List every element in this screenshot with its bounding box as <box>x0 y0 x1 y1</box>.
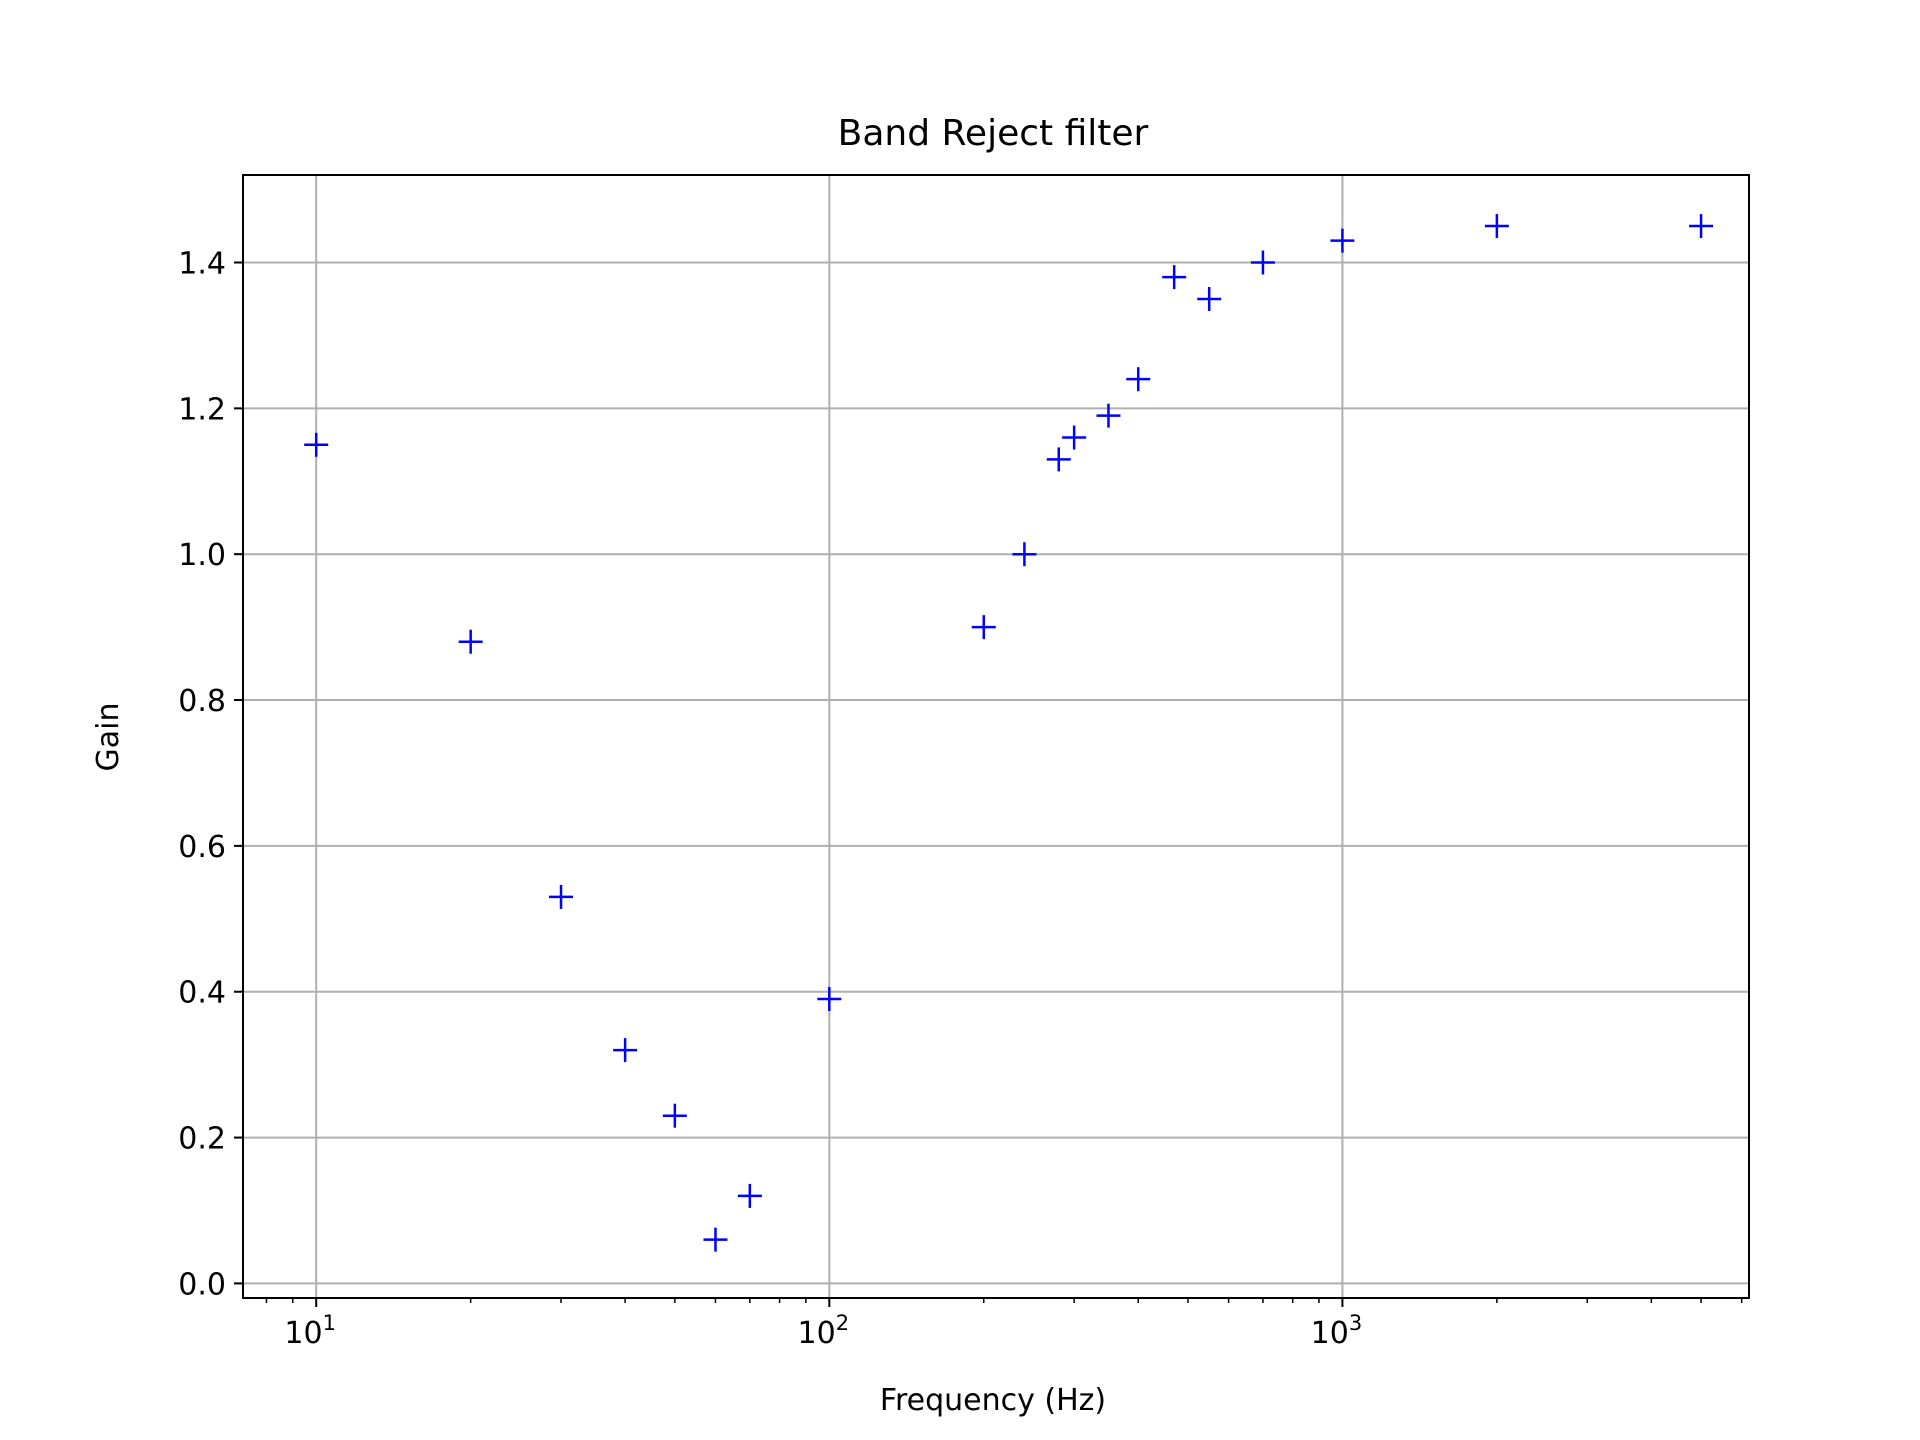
data-point <box>1330 228 1355 253</box>
y-tick-label: 0.2 <box>178 1122 226 1157</box>
data-point <box>549 884 574 909</box>
y-tick-label: 0.6 <box>178 830 226 865</box>
y-tick-label: 0.0 <box>178 1267 226 1302</box>
data-point <box>1162 265 1187 290</box>
data-point <box>971 615 996 640</box>
data-point <box>1126 367 1151 392</box>
y-axis-label: Gain <box>91 703 126 772</box>
data-point <box>1250 250 1275 275</box>
tick-marks <box>234 261 1743 1307</box>
chart-title: Band Reject filter <box>838 113 1149 154</box>
data-point <box>817 987 842 1012</box>
x-tick-exponent: 3 <box>1349 1311 1362 1335</box>
data-point <box>304 432 329 457</box>
data-point <box>703 1227 728 1252</box>
data-point <box>613 1038 638 1063</box>
x-tick-label: 101 <box>284 1311 336 1351</box>
x-tick-exponent: 2 <box>836 1311 849 1335</box>
data-point <box>1197 286 1222 311</box>
plot-frame <box>242 174 1750 1299</box>
data-point <box>1062 425 1087 450</box>
x-tick-base: 10 <box>1311 1316 1349 1351</box>
x-tick-base: 10 <box>284 1316 322 1351</box>
data-point <box>1012 542 1037 567</box>
x-tick-label: 102 <box>798 1311 850 1351</box>
x-tick-base: 10 <box>798 1316 836 1351</box>
data-point <box>737 1183 762 1208</box>
data-point <box>1096 403 1121 428</box>
y-tick-label: 1.2 <box>178 392 226 427</box>
data-point <box>1689 214 1714 239</box>
y-tick-label: 1.4 <box>178 247 226 282</box>
data-point <box>1484 214 1509 239</box>
data-point <box>458 629 483 654</box>
data-point <box>662 1103 687 1128</box>
x-tick-exponent: 1 <box>323 1311 336 1335</box>
data-points <box>304 214 1714 1252</box>
y-tick-label: 0.8 <box>178 684 226 719</box>
grid-lines <box>243 175 1749 1298</box>
y-tick-label: 1.0 <box>178 538 226 573</box>
x-axis-label: Frequency (Hz) <box>880 1383 1106 1418</box>
x-tick-label: 103 <box>1311 1311 1363 1351</box>
y-tick-label: 0.4 <box>178 976 226 1011</box>
data-point <box>1046 447 1071 472</box>
